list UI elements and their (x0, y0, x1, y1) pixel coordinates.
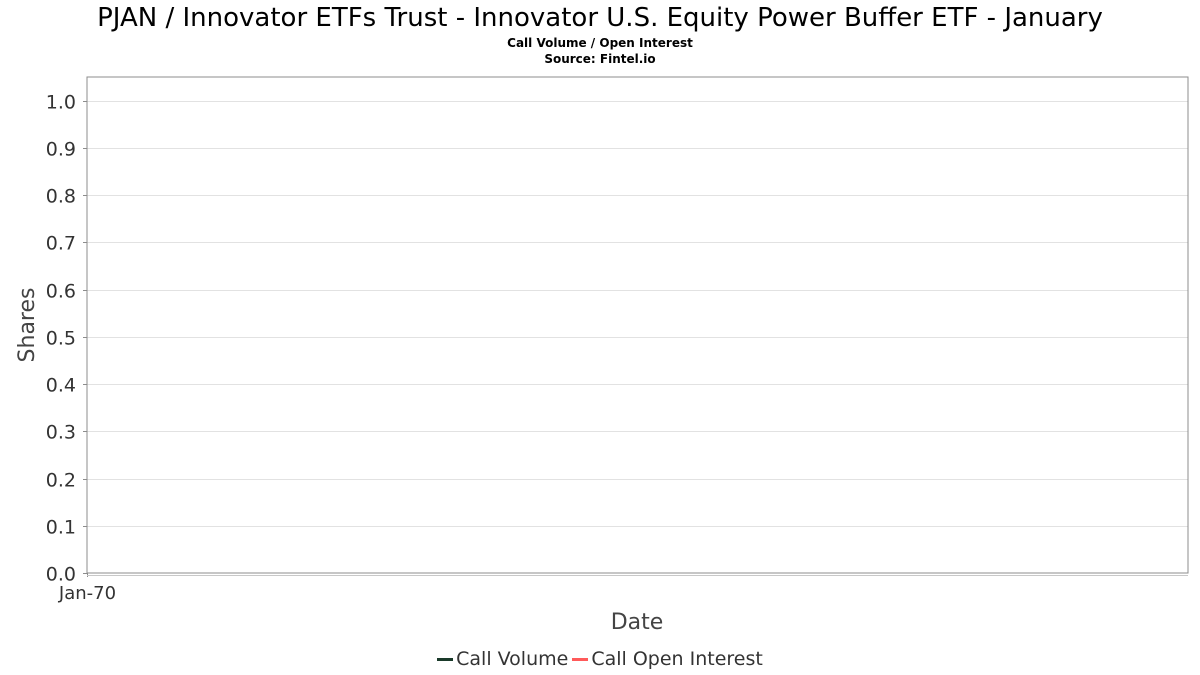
y-axis: 0.0 0.1 0.2 0.3 0.4 0.5 0.6 0.7 0.8 0.9 1.0 (46, 92, 87, 586)
y-tick-label: 0.2 (46, 470, 76, 492)
legend-label-call-volume: Call Volume (456, 648, 569, 670)
y-tick-label: 0.7 (46, 233, 76, 255)
y-tick-label: 1.0 (46, 92, 76, 114)
y-tick-label: 0.4 (46, 375, 76, 397)
chart-source: Source: Fintel.io (544, 52, 656, 66)
y-axis-label: Shares (15, 288, 40, 363)
y-tick-label: 0.1 (46, 517, 76, 539)
y-tick-label: 0.6 (46, 281, 76, 303)
x-axis-label: Date (611, 610, 664, 635)
chart-subtitle: Call Volume / Open Interest (507, 36, 693, 50)
y-tick-label: 0.8 (46, 186, 76, 208)
y-tick-label: 0.9 (46, 139, 76, 161)
chart-title: PJAN / Innovator ETFs Trust - Innovator … (97, 3, 1103, 33)
legend-swatch-call-volume (437, 657, 454, 661)
y-tick-label: 0.5 (46, 328, 76, 350)
x-axis: Jan-70 (58, 573, 1188, 604)
y-tick-label: 0.0 (46, 564, 76, 586)
plot-area (86, 76, 1189, 574)
legend-label-call-open-interest: Call Open Interest (591, 648, 763, 670)
y-tick-label: 0.3 (46, 422, 76, 444)
legend-item-call-open-interest: Call Open Interest (572, 647, 763, 671)
x-tick-label: Jan-70 (58, 583, 116, 604)
legend: Call Volume Call Open Interest (0, 647, 1200, 671)
legend-swatch-call-open-interest (572, 657, 589, 661)
grid-lines (87, 101, 1188, 527)
legend-item-call-volume: Call Volume (437, 647, 568, 671)
